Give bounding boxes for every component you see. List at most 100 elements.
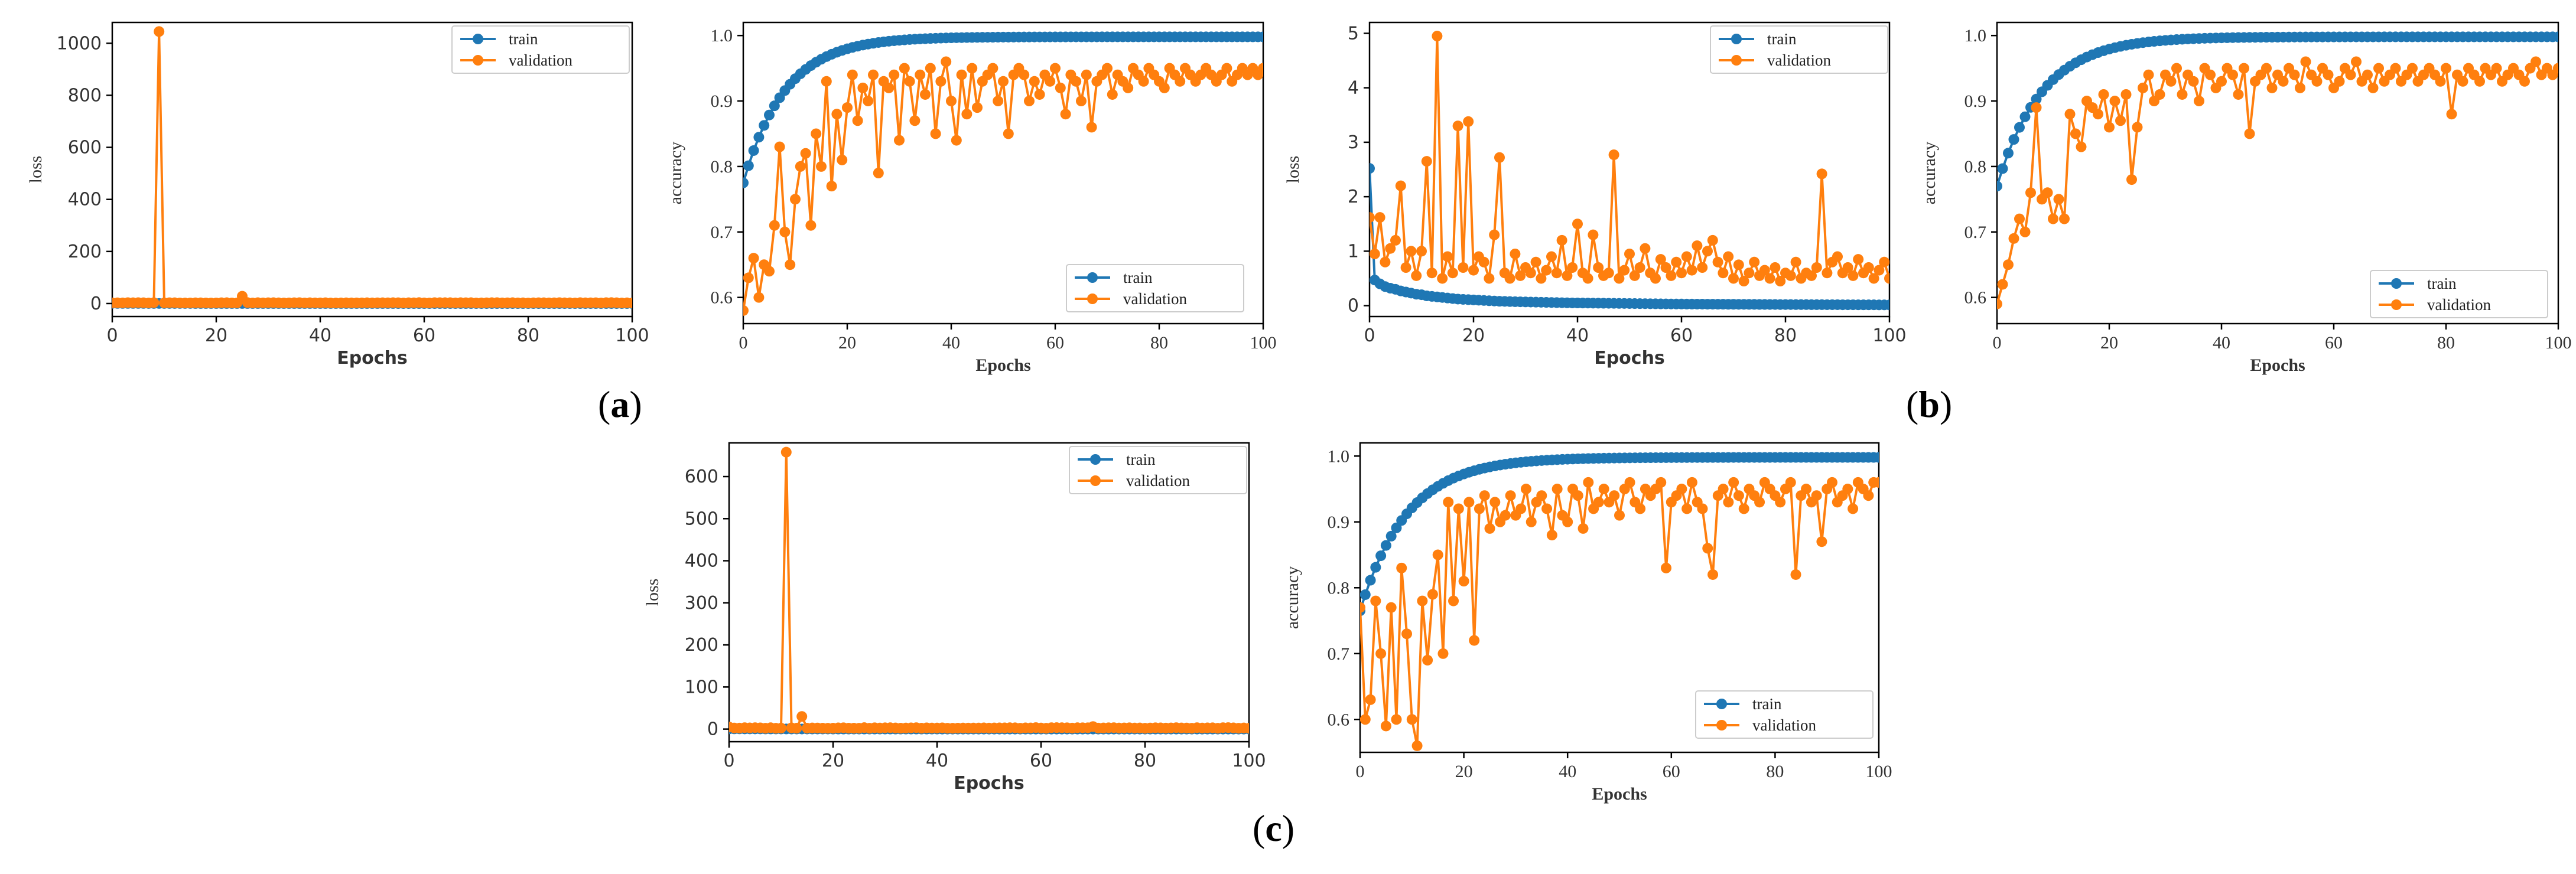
data-point-validation (1390, 234, 1401, 246)
data-point-validation (1661, 562, 1672, 573)
axes-frame (111, 21, 633, 318)
x-tick-label: 100 (615, 325, 649, 346)
data-point-validation (1448, 595, 1459, 606)
y-tick-label: 300 (685, 593, 718, 614)
legend-label-validation: validation (1767, 51, 1831, 69)
data-point-train (1370, 562, 1381, 573)
y-tick-label: 1.0 (1964, 26, 1987, 45)
data-point-validation (1463, 116, 1474, 127)
data-point-validation (1050, 63, 1061, 74)
data-point-validation (753, 292, 765, 303)
series-validation (1997, 56, 2558, 309)
data-point-validation (1421, 156, 1432, 167)
data-point-validation (1853, 254, 1864, 265)
data-point-train (753, 132, 765, 143)
x-tick-label: 0 (1356, 762, 1365, 781)
data-point-validation (1489, 497, 1501, 508)
data-point-validation (1045, 76, 1056, 87)
x-tick-label: 100 (1232, 751, 1266, 771)
data-point-validation (930, 128, 941, 139)
data-point-validation (1546, 251, 1557, 262)
data-point-validation (1400, 262, 1411, 273)
data-point-validation (1562, 270, 1573, 281)
data-point-validation (1588, 229, 1599, 240)
panel-label-b: (b) (1906, 383, 1953, 425)
data-point-validation (993, 96, 1004, 107)
data-point-validation (1785, 477, 1796, 488)
data-point-validation (1598, 484, 1609, 495)
data-point-train (1258, 31, 1263, 43)
data-point-validation (1452, 120, 1463, 132)
data-point-validation (1723, 497, 1734, 508)
data-point-validation (2345, 69, 2356, 80)
data-point-validation (2194, 96, 2204, 107)
x-tick-label: 80 (2437, 333, 2455, 353)
data-point-validation (857, 82, 869, 93)
legend: train validation (1066, 264, 1244, 312)
x-axis-label: Epochs (337, 348, 408, 368)
data-point-train (2014, 122, 2025, 133)
data-point-validation (1086, 122, 1097, 133)
data-point-validation (1541, 503, 1553, 514)
y-axis-label: loss (26, 156, 45, 184)
data-point-validation (1775, 276, 1786, 287)
data-point-validation (1520, 484, 1531, 495)
data-point-validation (1138, 76, 1149, 87)
data-point-validation (2295, 82, 2305, 93)
data-point-validation (1484, 273, 1495, 284)
x-tick-label: 0 (1364, 325, 1375, 346)
data-point-validation (956, 69, 967, 80)
data-point-validation (1416, 246, 1427, 257)
data-point-validation (1422, 654, 1433, 666)
data-point-validation (1718, 268, 1729, 279)
legend-label-train: train (1767, 30, 1797, 48)
y-tick-label: 4 (1348, 78, 1359, 99)
x-tick-label: 80 (1774, 325, 1797, 346)
data-point-validation (1681, 503, 1693, 514)
data-point-validation (2188, 76, 2199, 87)
data-point-validation (2227, 69, 2238, 80)
data-point-validation (1614, 510, 1625, 521)
data-point-validation (148, 297, 160, 308)
x-tick-label: 40 (926, 751, 948, 771)
data-point-train (1391, 522, 1402, 533)
y-tick-label: 0.9 (1964, 92, 1987, 111)
axes-frame (728, 442, 1250, 743)
series-validation (112, 26, 632, 309)
series-train (1997, 31, 2558, 192)
data-point-validation (1863, 262, 1874, 273)
data-point-validation (883, 82, 895, 93)
data-point-validation (1842, 484, 1853, 495)
data-point-validation (1723, 251, 1734, 262)
y-tick-label: 0.7 (1328, 644, 1350, 664)
chart-c-accuracy: 0 20 40 60 80 100 0.6 0.7 0.8 0.9 1.0 Epochs accurac… (1283, 442, 1892, 804)
legend-label-train: train (509, 30, 538, 48)
data-point-validation (1385, 602, 1397, 613)
x-tick-label: 60 (413, 325, 435, 346)
legend-label-train: train (1126, 451, 1156, 468)
data-point-validation (1437, 648, 1449, 659)
data-point-validation (1759, 265, 1770, 276)
series-line-validation (1997, 57, 2558, 305)
y-tick-label: 0 (707, 719, 718, 740)
data-point-validation (1019, 69, 1030, 80)
data-point-validation (1811, 262, 1822, 273)
data-point-validation (780, 446, 792, 458)
series-line-train (1360, 456, 1879, 611)
data-point-validation (1536, 490, 1547, 501)
data-point-validation (1526, 516, 1537, 527)
legend: train validation (1069, 446, 1247, 494)
x-tick-label: 60 (1030, 751, 1052, 771)
data-point-validation (2109, 96, 2120, 107)
data-point-validation (2278, 76, 2289, 87)
legend-marker-train (1090, 454, 1101, 465)
data-point-validation (1385, 243, 1396, 254)
data-point-validation (1370, 248, 1380, 259)
data-point-validation (2553, 63, 2558, 74)
data-point-validation (1365, 694, 1376, 705)
data-point-validation (2126, 174, 2137, 185)
data-point-validation (842, 102, 853, 113)
legend-marker-validation (2391, 299, 2402, 310)
data-point-validation (1432, 549, 1443, 560)
data-point-validation (2025, 187, 2036, 198)
